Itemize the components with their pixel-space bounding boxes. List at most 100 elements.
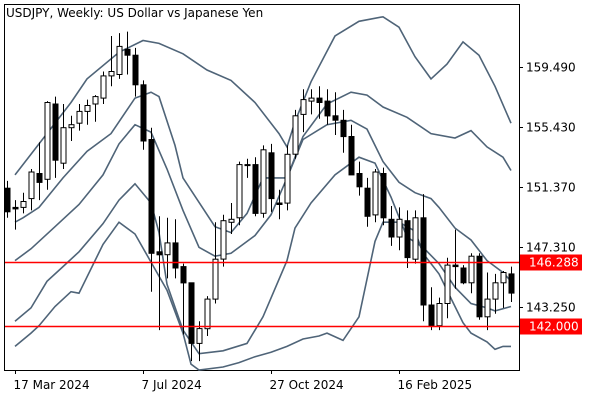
x-tick-label: 16 Feb 2025: [398, 378, 473, 392]
candle: [116, 33, 123, 79]
candle-body-down: [364, 187, 371, 217]
candle: [108, 36, 115, 87]
candle: [292, 109, 299, 159]
candle: [460, 265, 467, 285]
candle: [12, 200, 19, 230]
candle-body-down: [180, 266, 187, 284]
candle: [20, 192, 27, 214]
candle-body-down: [340, 119, 347, 138]
candle-body-up: [412, 217, 419, 260]
candle-body-up: [116, 45, 123, 76]
candle: [492, 273, 499, 314]
candle-body-up: [196, 328, 203, 344]
candle: [100, 71, 107, 104]
candle: [468, 253, 475, 294]
candle: [420, 194, 427, 322]
bollinger-mid-lower-line: [14, 156, 512, 355]
candle: [76, 104, 83, 131]
candle-body-down: [476, 255, 483, 318]
x-tick-label: 17 Mar 2024: [14, 378, 90, 392]
candle: [332, 92, 339, 135]
candle-body-down: [332, 115, 339, 121]
candle-body-up: [212, 258, 219, 300]
candle: [404, 210, 411, 268]
candle-body-down: [316, 97, 323, 103]
candle-body-down: [12, 206, 19, 210]
candle-body-up: [300, 99, 307, 115]
candle: [236, 161, 243, 226]
candle: [300, 89, 307, 133]
candle-body-up: [292, 115, 299, 155]
candle: [44, 101, 51, 190]
level-tag: [520, 318, 582, 335]
candle-body-down: [188, 282, 195, 344]
candle-body-down: [36, 173, 43, 183]
x-tick-label: 7 Jul 2024: [142, 378, 202, 392]
candle-body-up: [100, 75, 107, 99]
candle-body-down: [324, 100, 331, 117]
candle: [364, 177, 371, 227]
candle: [324, 89, 331, 125]
candle-body-up: [84, 105, 91, 112]
candle: [172, 219, 179, 279]
candle: [444, 257, 451, 319]
x-tick-label: 27 Oct 2024: [270, 378, 344, 392]
candle-body-up: [308, 97, 315, 102]
candle-body-down: [268, 152, 275, 200]
candle-body-down: [348, 136, 355, 176]
candle: [228, 203, 235, 234]
candle-body-down: [156, 251, 163, 256]
y-tick-label: 143.250: [526, 301, 576, 315]
candle-body-up: [76, 110, 83, 124]
candle: [140, 80, 147, 150]
candle: [380, 167, 387, 226]
bollinger-bands: [14, 15, 512, 371]
candle-body-up: [60, 127, 67, 164]
chart-title: USDJPY, Weekly: US Dollar vs Japanese Ye…: [6, 6, 263, 20]
candle: [52, 96, 59, 178]
candle: [348, 124, 355, 176]
candle-body-down: [452, 264, 459, 268]
candle: [268, 143, 275, 212]
candle: [396, 207, 403, 251]
candle: [28, 169, 35, 211]
candle-body-down: [420, 217, 427, 306]
candle: [84, 99, 91, 125]
candle-body-down: [4, 187, 11, 213]
candle-body-down: [132, 54, 139, 86]
candle: [508, 266, 515, 302]
candle: [4, 180, 11, 218]
candle-body-up: [236, 164, 243, 219]
y-axis: 143.250 147.310 151.370 155.430 159.490: [519, 61, 576, 315]
candle: [340, 109, 347, 153]
y-tick-label: 159.490: [526, 61, 576, 75]
level-tag-label: 146.288: [529, 256, 579, 270]
candle: [188, 282, 195, 362]
candle: [372, 169, 379, 223]
candle: [500, 271, 507, 308]
candles: [4, 31, 515, 362]
candle: [204, 296, 211, 336]
candle: [164, 217, 171, 279]
candle: [68, 115, 75, 141]
candle: [36, 142, 43, 201]
candle: [132, 47, 139, 97]
candle: [244, 158, 251, 178]
candle-body-down: [508, 273, 515, 294]
candle-body-up: [164, 242, 171, 256]
candle-body-up: [260, 149, 267, 214]
candle: [180, 263, 187, 335]
candle: [252, 157, 259, 217]
candle-body-up: [108, 71, 115, 77]
candle: [316, 86, 323, 119]
candle-body-up: [28, 171, 35, 200]
candle-body-up: [444, 264, 451, 305]
y-tick-label: 147.310: [526, 241, 576, 255]
level-tag: [520, 254, 582, 271]
candle-body-down: [276, 202, 283, 205]
candle-body-up: [68, 124, 75, 129]
candle-body-up: [220, 220, 227, 260]
candle: [308, 89, 315, 115]
candle-body-up: [468, 255, 475, 284]
